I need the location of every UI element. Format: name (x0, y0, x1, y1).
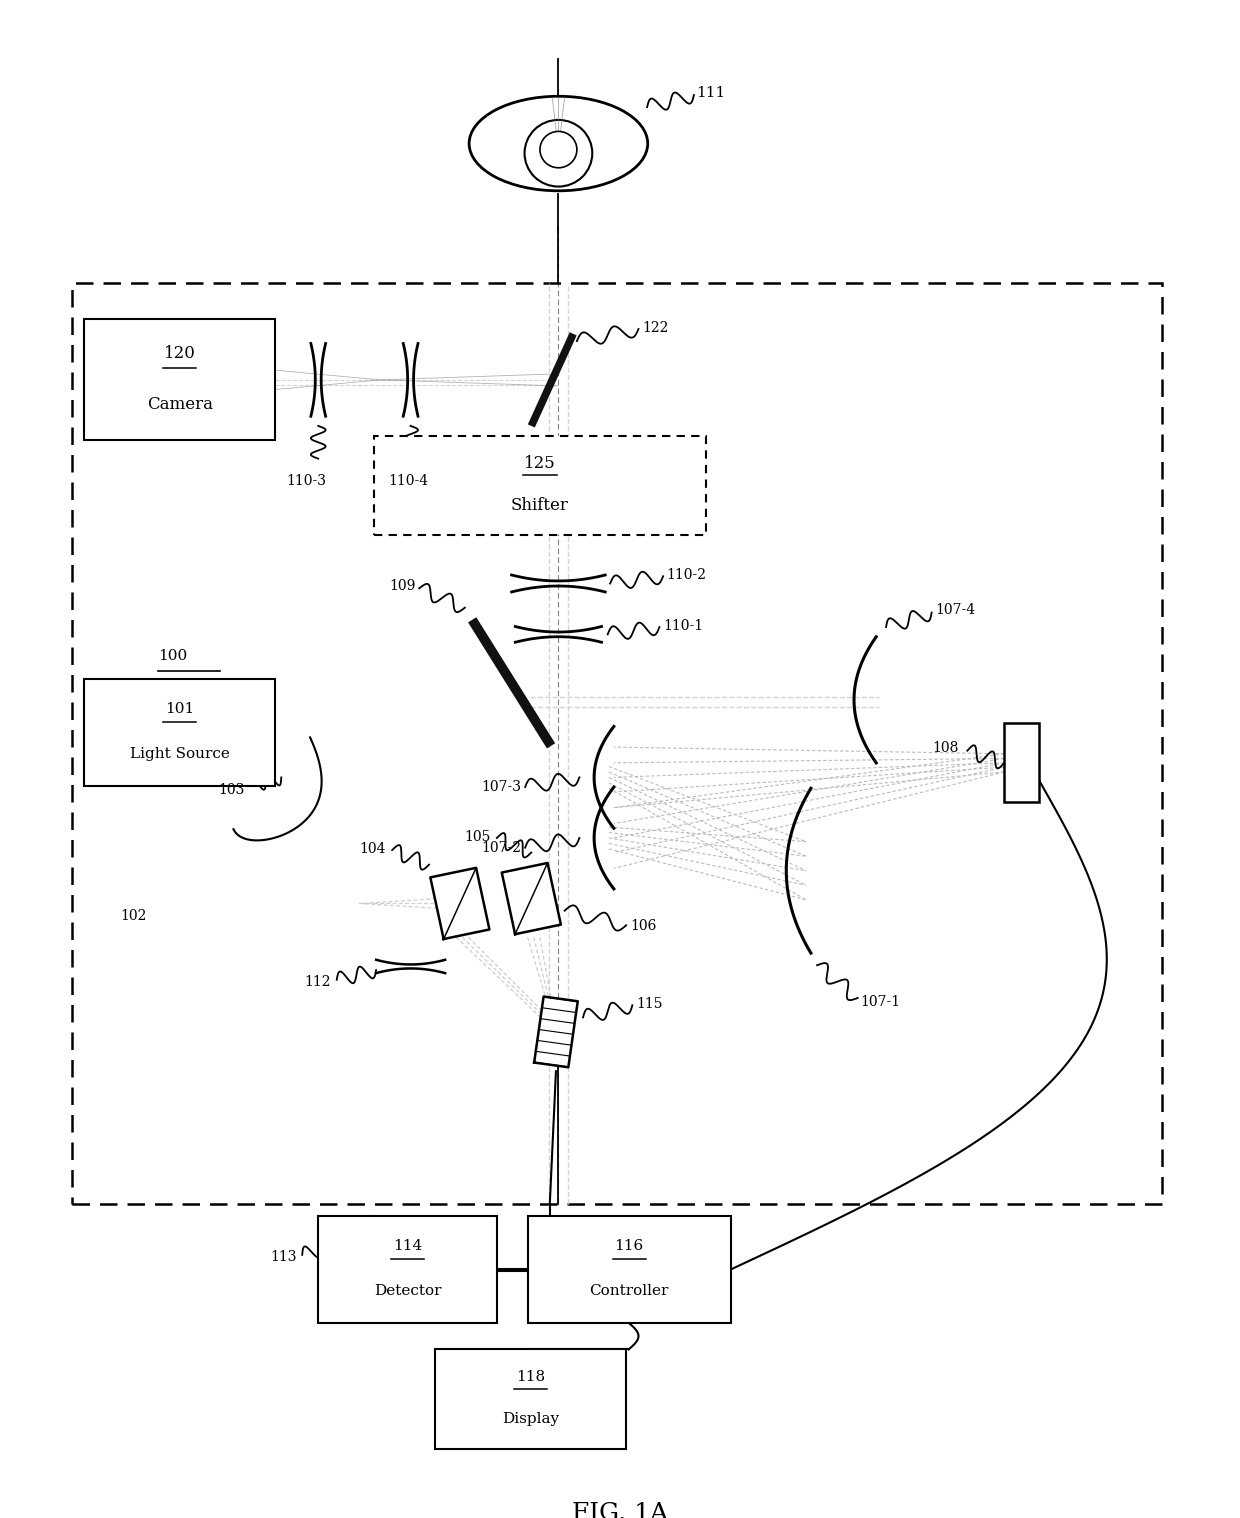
Text: 122: 122 (642, 320, 668, 335)
Text: 125: 125 (525, 455, 556, 472)
Polygon shape (534, 996, 578, 1067)
FancyBboxPatch shape (435, 1350, 626, 1448)
Text: Light Source: Light Source (130, 747, 229, 761)
Text: Camera: Camera (146, 396, 213, 413)
Text: FIG. 1A: FIG. 1A (572, 1501, 668, 1518)
Text: 107-2: 107-2 (481, 841, 522, 855)
Text: 107-4: 107-4 (935, 603, 976, 618)
Text: 120: 120 (164, 345, 196, 361)
Text: 114: 114 (393, 1239, 422, 1252)
Text: 107-3: 107-3 (481, 780, 522, 794)
Polygon shape (502, 862, 560, 934)
FancyBboxPatch shape (373, 436, 707, 534)
Text: 103: 103 (218, 782, 244, 797)
Text: Controller: Controller (589, 1284, 668, 1298)
Text: 109: 109 (389, 578, 415, 594)
FancyBboxPatch shape (528, 1216, 730, 1322)
Text: 104: 104 (360, 842, 386, 856)
Text: Detector: Detector (373, 1284, 441, 1298)
Ellipse shape (525, 120, 593, 187)
FancyBboxPatch shape (319, 1216, 497, 1322)
Text: 101: 101 (165, 703, 195, 716)
Text: 106: 106 (630, 920, 656, 934)
Polygon shape (430, 868, 490, 940)
Text: 110-2: 110-2 (667, 568, 707, 581)
Text: 102: 102 (120, 909, 146, 923)
Ellipse shape (539, 132, 577, 168)
Text: 116: 116 (615, 1239, 644, 1252)
Bar (1004, 723, 1039, 802)
Text: 107-1: 107-1 (861, 994, 900, 1008)
Text: Display: Display (502, 1412, 559, 1425)
Text: 111: 111 (697, 85, 725, 100)
Text: 108: 108 (932, 741, 959, 756)
Text: 115: 115 (636, 997, 662, 1011)
FancyBboxPatch shape (84, 319, 275, 440)
Text: 110-1: 110-1 (663, 619, 703, 633)
Ellipse shape (469, 96, 647, 191)
Text: Shifter: Shifter (511, 496, 569, 513)
Text: 112: 112 (304, 975, 331, 990)
FancyBboxPatch shape (84, 679, 275, 786)
Text: 113: 113 (270, 1251, 298, 1264)
Text: 110-3: 110-3 (286, 475, 326, 489)
Text: 110-4: 110-4 (388, 475, 428, 489)
Text: 100: 100 (159, 650, 187, 663)
Text: 118: 118 (516, 1371, 546, 1384)
Text: 105: 105 (464, 830, 491, 844)
